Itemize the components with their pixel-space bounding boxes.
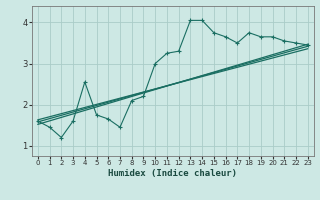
X-axis label: Humidex (Indice chaleur): Humidex (Indice chaleur) [108,169,237,178]
